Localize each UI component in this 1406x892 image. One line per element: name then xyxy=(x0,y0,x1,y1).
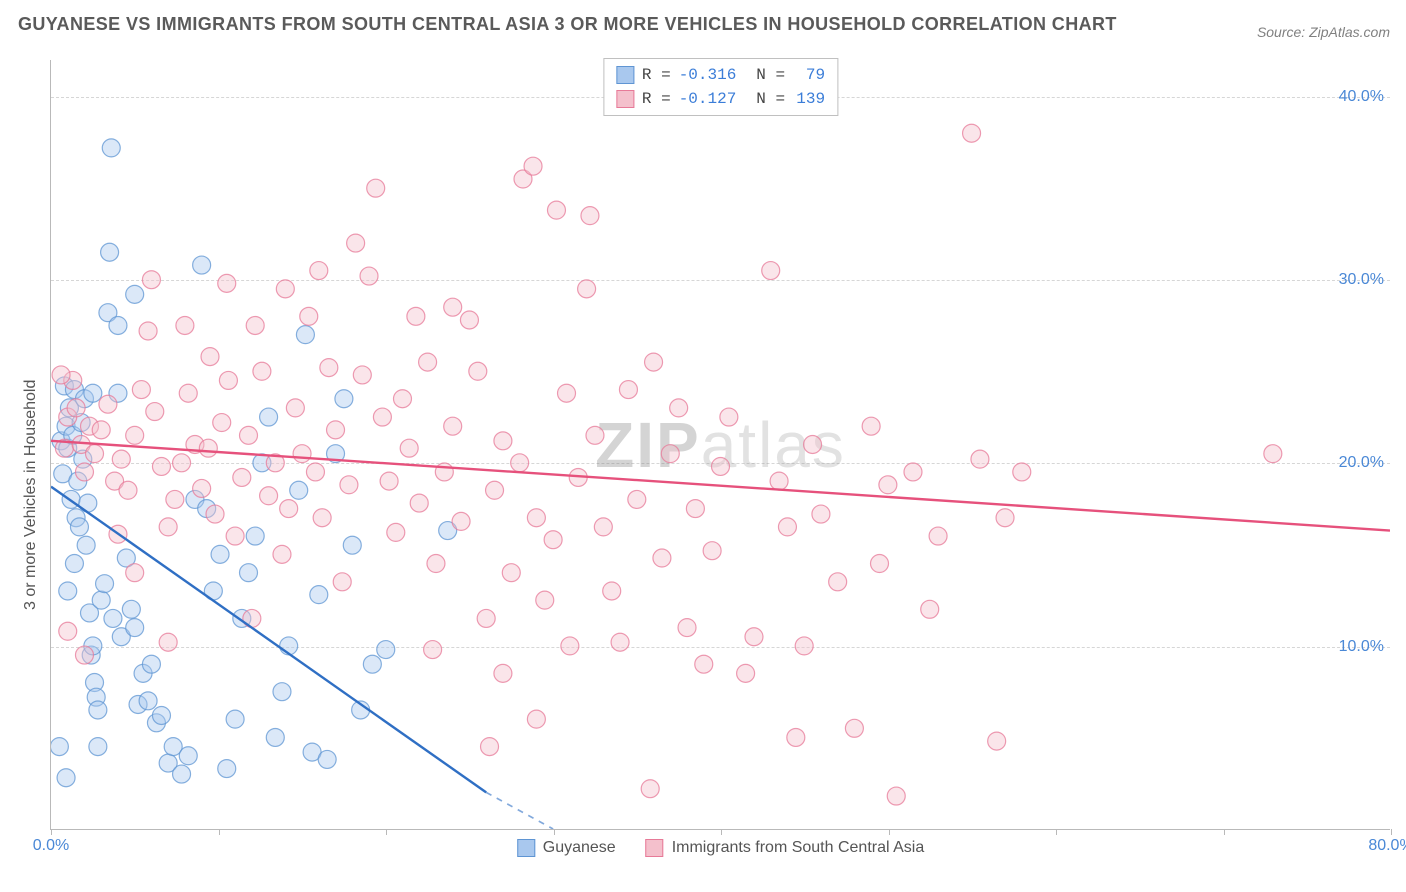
scatter-svg xyxy=(51,60,1390,829)
legend-label: Guyanese xyxy=(543,839,616,857)
n-label: N = xyxy=(756,87,785,111)
legend-row: R = -0.127 N = 139 xyxy=(616,87,825,111)
legend-row: R = -0.316 N = 79 xyxy=(616,63,825,87)
x-tick xyxy=(721,829,722,835)
x-tick xyxy=(1391,829,1392,835)
swatch-icon xyxy=(616,66,634,84)
x-tick xyxy=(889,829,890,835)
y-axis-label: 3 or more Vehicles in Household xyxy=(22,380,40,610)
correlation-legend: R = -0.316 N = 79 R = -0.127 N = 139 xyxy=(603,58,838,116)
swatch-icon xyxy=(517,839,535,857)
x-tick xyxy=(386,829,387,835)
r-label: R = xyxy=(642,63,671,87)
r-value: -0.127 xyxy=(679,87,737,111)
x-tick xyxy=(554,829,555,835)
swatch-icon xyxy=(616,90,634,108)
x-tick-label: 80.0% xyxy=(1368,837,1406,855)
x-tick xyxy=(219,829,220,835)
n-value: 79 xyxy=(793,63,825,87)
legend-item: Guyanese xyxy=(517,839,616,857)
n-label: N = xyxy=(756,63,785,87)
scatter-plot: 40.0% 30.0% 20.0% 10.0% 0.0% 80.0% ZIPat… xyxy=(50,60,1390,830)
r-label: R = xyxy=(642,87,671,111)
series-legend: Guyanese Immigrants from South Central A… xyxy=(517,839,924,857)
n-value: 139 xyxy=(793,87,825,111)
x-tick xyxy=(1056,829,1057,835)
swatch-icon xyxy=(646,839,664,857)
source-label: Source: ZipAtlas.com xyxy=(1257,24,1390,40)
r-value: -0.316 xyxy=(679,63,737,87)
x-tick xyxy=(51,829,52,835)
legend-item: Immigrants from South Central Asia xyxy=(646,839,925,857)
x-tick xyxy=(1224,829,1225,835)
x-tick-label: 0.0% xyxy=(33,837,69,855)
chart-title: GUYANESE VS IMMIGRANTS FROM SOUTH CENTRA… xyxy=(18,14,1117,35)
legend-label: Immigrants from South Central Asia xyxy=(672,839,925,857)
